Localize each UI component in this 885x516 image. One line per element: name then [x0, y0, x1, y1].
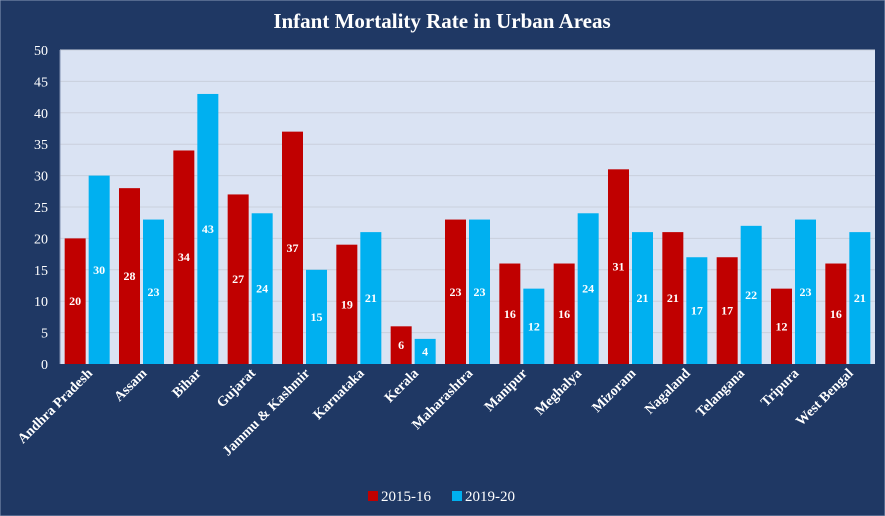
y-tick-label: 25: [34, 201, 48, 216]
legend-swatch: [368, 491, 378, 501]
bar-2015-16: [282, 131, 303, 364]
data-label: 16: [830, 307, 842, 321]
bar-2015-16: [553, 263, 575, 364]
data-label: 43: [202, 222, 214, 236]
y-tick-label: 40: [34, 107, 48, 122]
bar-2019-20: [795, 219, 816, 364]
data-label: 24: [256, 282, 268, 296]
data-label: 21: [667, 291, 679, 305]
bar-2015-16: [390, 326, 412, 364]
data-label: 21: [854, 291, 866, 305]
data-label: 24: [582, 282, 594, 296]
bar-2015-16: [608, 169, 629, 364]
chart-title: Infant Mortality Rate in Urban Areas: [273, 9, 610, 33]
data-label: 30: [93, 263, 105, 277]
data-label: 23: [800, 285, 812, 299]
legend-label: 2019-20: [465, 489, 515, 505]
y-tick-label: 35: [34, 138, 48, 153]
bar-2015-16: [445, 219, 466, 364]
bar-2019-20: [360, 232, 382, 364]
bar-2015-16: [227, 194, 249, 364]
data-label: 22: [745, 288, 757, 302]
data-label: 23: [148, 285, 160, 299]
data-label: 21: [637, 291, 649, 305]
bar-2019-20: [306, 269, 327, 364]
data-label: 12: [776, 319, 788, 333]
legend-label: 2015-16: [381, 489, 431, 505]
bar-2015-16: [64, 238, 86, 364]
data-label: 12: [528, 319, 540, 333]
bar-2019-20: [632, 232, 653, 364]
legend: 2015-16 2019-20: [368, 489, 515, 505]
bar-2019-20: [686, 257, 708, 364]
bar-2015-16: [119, 188, 140, 364]
data-label: 23: [450, 285, 462, 299]
bar-2019-20: [197, 93, 219, 365]
bar-2015-16: [771, 288, 792, 364]
y-tick-label: 10: [34, 295, 48, 310]
bar-2019-20: [251, 213, 273, 364]
y-tick-label: 50: [34, 44, 48, 59]
data-label: 28: [124, 269, 136, 283]
bar-2019-20: [88, 175, 110, 364]
legend-swatch: [452, 491, 462, 501]
bar-2015-16: [662, 232, 684, 364]
data-label: 37: [287, 241, 299, 255]
data-label: 20: [69, 294, 81, 308]
bar-2015-16: [499, 263, 521, 364]
bar-2015-16: [716, 257, 738, 364]
data-label: 6: [398, 338, 404, 352]
bar-2019-20: [849, 232, 871, 364]
data-label: 19: [341, 297, 353, 311]
bar-2019-20: [469, 219, 490, 364]
y-tick-label: 45: [34, 75, 48, 90]
data-label: 31: [613, 260, 625, 274]
data-label: 21: [365, 291, 377, 305]
bar-2019-20: [740, 225, 762, 364]
y-tick-label: 5: [41, 327, 48, 342]
data-label: 27: [232, 272, 244, 286]
bar-2019-20: [523, 288, 545, 364]
data-label: 23: [474, 285, 486, 299]
data-label: 17: [691, 304, 703, 318]
bar-2019-20: [577, 213, 599, 364]
data-label: 34: [178, 250, 190, 264]
data-label: 17: [721, 304, 733, 318]
y-tick-label: 0: [41, 358, 48, 373]
data-label: 16: [504, 307, 516, 321]
bar-2015-16: [173, 150, 195, 364]
bar-2015-16: [825, 263, 847, 364]
bar-2019-20: [414, 338, 436, 364]
y-tick-label: 30: [34, 170, 48, 185]
bar-2019-20: [143, 219, 164, 364]
data-label: 16: [558, 307, 570, 321]
y-tick-label: 20: [34, 232, 48, 247]
data-label: 4: [422, 344, 428, 358]
data-label: 15: [311, 310, 323, 324]
y-tick-label: 15: [34, 264, 48, 279]
bar-2015-16: [336, 244, 358, 364]
